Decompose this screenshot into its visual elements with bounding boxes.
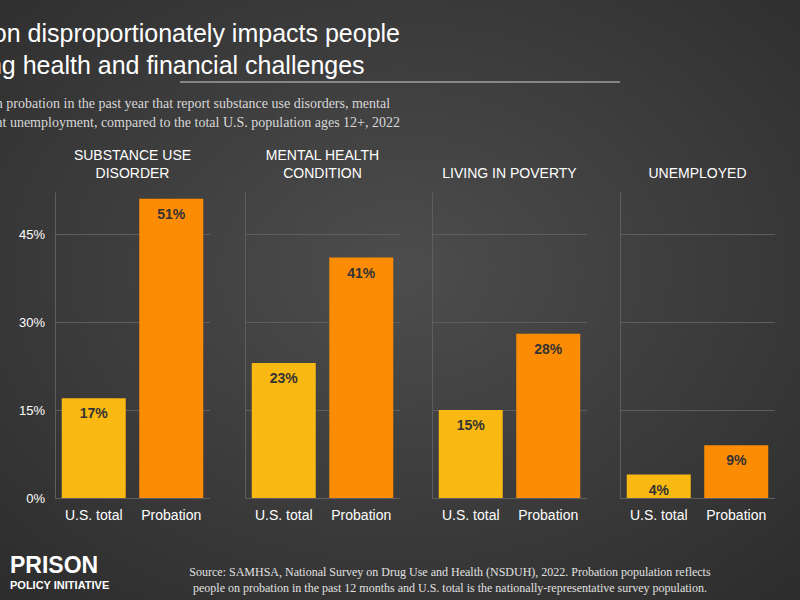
svg-text:MENTAL HEALTH: MENTAL HEALTH <box>266 147 379 163</box>
svg-text:51%: 51% <box>157 206 186 222</box>
svg-text:41%: 41% <box>347 265 376 281</box>
svg-text:0%: 0% <box>26 491 45 506</box>
svg-text:people on probation in the pas: people on probation in the past 12 month… <box>193 581 707 595</box>
svg-text:U.S. total: U.S. total <box>630 507 688 523</box>
svg-text:45%: 45% <box>19 227 45 242</box>
svg-text:30%: 30% <box>19 315 45 330</box>
svg-text:Percentage of people who were: Percentage of people who were on probati… <box>0 96 390 111</box>
svg-text:Source: SAMHSA, National Surve: Source: SAMHSA, National Survey on Drug … <box>189 565 711 579</box>
svg-text:facing health and financial ch: facing health and financial challenges <box>0 51 365 79</box>
svg-text:POLICY INITIATIVE: POLICY INITIATIVE <box>10 579 109 591</box>
svg-text:28%: 28% <box>534 341 563 357</box>
svg-text:15%: 15% <box>457 417 486 433</box>
svg-text:PRISON: PRISON <box>10 552 98 578</box>
svg-text:Probation: Probation <box>141 507 201 523</box>
svg-text:17%: 17% <box>80 405 109 421</box>
svg-text:U.S. total: U.S. total <box>442 507 500 523</box>
svg-text:Probation disproportionately i: Probation disproportionately impacts peo… <box>0 19 400 47</box>
svg-text:23%: 23% <box>270 370 299 386</box>
svg-text:LIVING IN POVERTY: LIVING IN POVERTY <box>442 165 577 181</box>
svg-text:Probation: Probation <box>331 507 391 523</box>
svg-text:SUBSTANCE USE: SUBSTANCE USE <box>74 147 191 163</box>
svg-text:U.S. total: U.S. total <box>255 507 313 523</box>
svg-text:U.S. total: U.S. total <box>65 507 123 523</box>
svg-text:9%: 9% <box>726 452 747 468</box>
svg-text:15%: 15% <box>19 403 45 418</box>
svg-text:DISORDER: DISORDER <box>96 165 170 181</box>
svg-text:health conditions, poverty, or: health conditions, poverty, or current u… <box>0 115 400 130</box>
svg-text:UNEMPLOYED: UNEMPLOYED <box>648 165 746 181</box>
svg-text:CONDITION: CONDITION <box>283 165 362 181</box>
svg-text:Probation: Probation <box>706 507 766 523</box>
svg-text:Probation: Probation <box>518 507 578 523</box>
svg-text:4%: 4% <box>649 482 670 498</box>
